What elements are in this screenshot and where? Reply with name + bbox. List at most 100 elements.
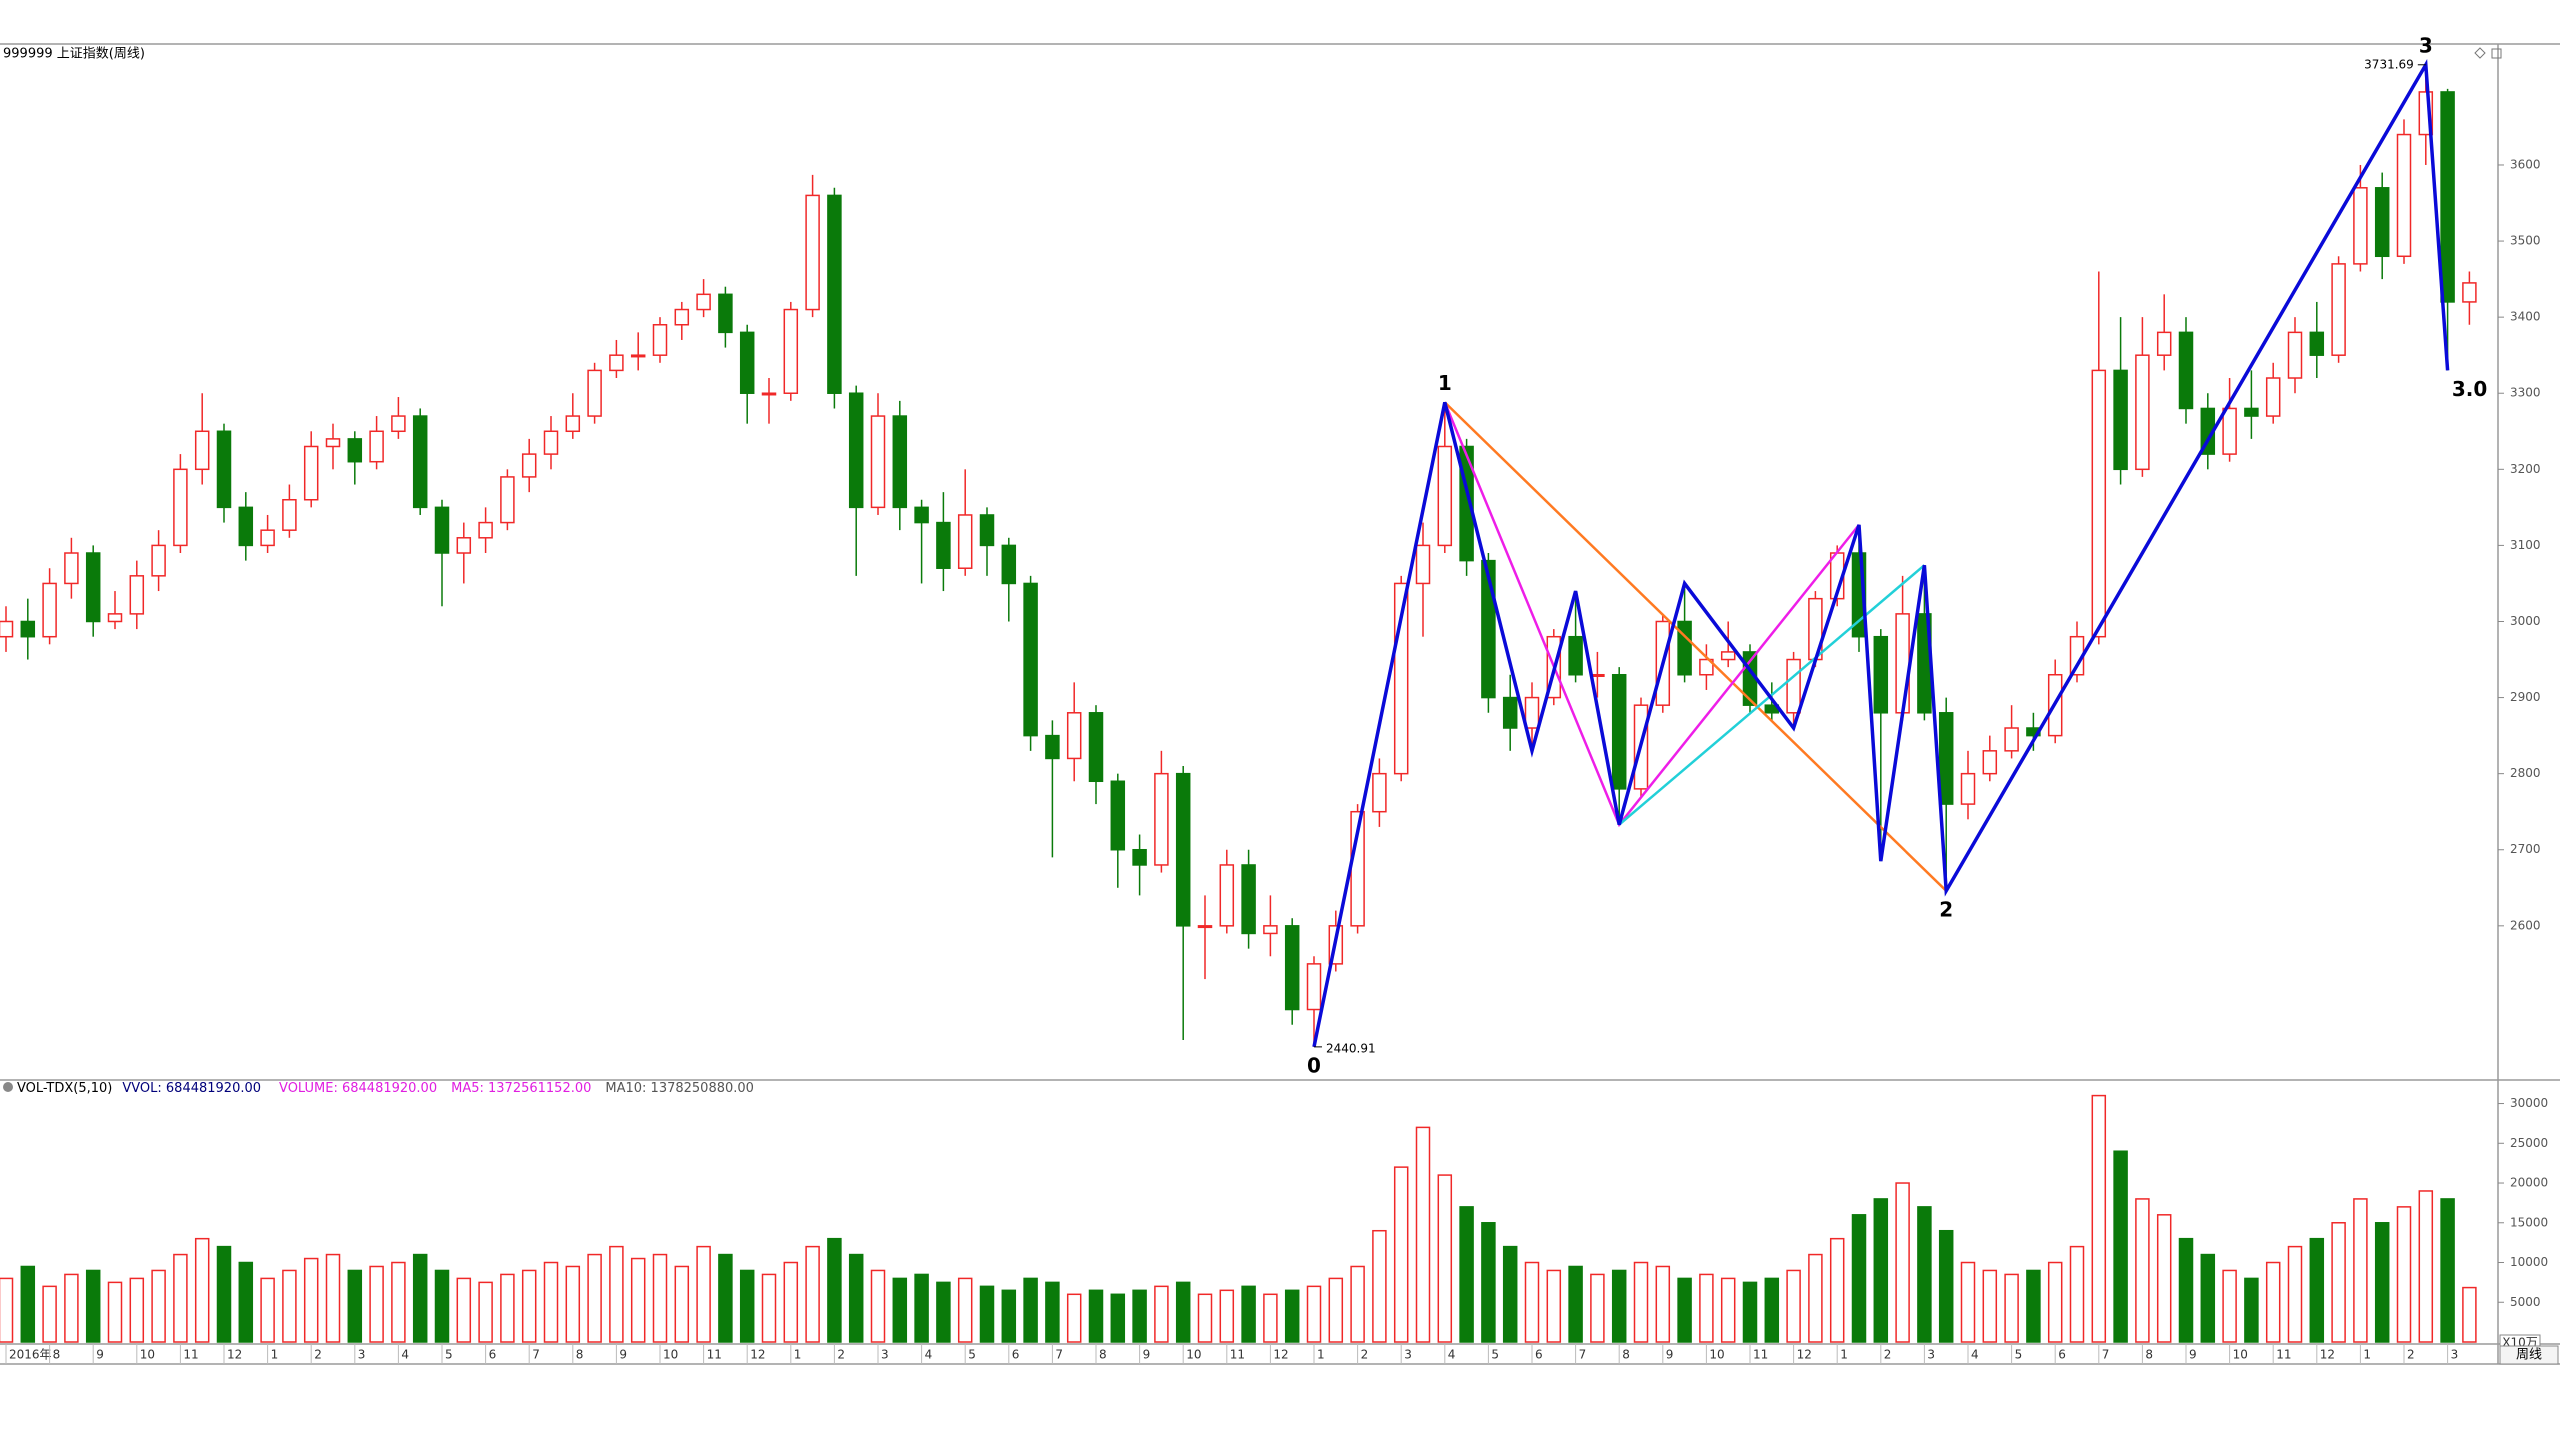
volume-bar: [1917, 1206, 1932, 1343]
volume-bar: [1154, 1285, 1169, 1343]
candle-body: [979, 514, 995, 547]
volume-bar: [1437, 1174, 1453, 1343]
y-tick-label: 2900: [2510, 690, 2541, 704]
candle-body: [848, 392, 864, 509]
volume-bar: [194, 1237, 210, 1343]
volume-bar: [1110, 1293, 1126, 1343]
y-tick-label: 3600: [2510, 157, 2541, 171]
candle-body: [674, 308, 690, 326]
candle-body: [2331, 263, 2346, 356]
x-tick-label: 1: [1840, 1348, 1848, 1362]
candle-body: [2265, 377, 2281, 417]
volume-bar: [1546, 1269, 1562, 1343]
volume-bar: [1938, 1229, 1954, 1343]
volume-bar: [914, 1273, 929, 1343]
candle-body: [2178, 331, 2194, 410]
candle-body: [609, 354, 624, 372]
volume-bar: [696, 1245, 711, 1343]
x-tick-label: 5: [968, 1348, 976, 1362]
candle-body: [1786, 658, 1801, 714]
x-tick-label: 10: [663, 1348, 678, 1362]
wave-label: 0: [1307, 1053, 1321, 1077]
x-tick-label: 12: [227, 1348, 242, 1362]
volume-bar: [1502, 1245, 1518, 1343]
volume-title: VOL-TDX(5,10): [17, 1081, 112, 1096]
x-tick-label: 1: [271, 1348, 279, 1362]
candle-body: [151, 544, 166, 577]
candle-body: [1284, 925, 1300, 1011]
volume-bar: [325, 1253, 341, 1343]
volume-bar: [173, 1253, 188, 1343]
candle-body: [1677, 620, 1692, 676]
candle-body: [1306, 963, 1322, 1011]
volume-bar: [2113, 1150, 2128, 1343]
wave-label: 3.0: [2452, 377, 2487, 401]
volume-bar: [1175, 1281, 1191, 1343]
x-tick-label: 6: [2058, 1348, 2066, 1362]
candle-body: [216, 430, 232, 509]
candle-body: [1982, 750, 1998, 775]
volume-bar: [1219, 1289, 1235, 1343]
candle-body: [1437, 445, 1453, 547]
candle-body: [805, 194, 820, 311]
volume-bar: [870, 1269, 886, 1343]
x-tick-label: 3: [1927, 1348, 1935, 1362]
candle-body: [1045, 734, 1060, 760]
volume-bar: [151, 1269, 166, 1343]
candle-body: [2113, 369, 2128, 471]
candle-body: [630, 354, 646, 358]
x-tick-label: 7: [2102, 1348, 2110, 1362]
candle-body: [64, 552, 79, 585]
x-tick-label: 7: [1579, 1348, 1587, 1362]
x-tick-label: 11: [1753, 1348, 1768, 1362]
volume-bar: [2418, 1190, 2434, 1343]
volume-bar: [1720, 1277, 1736, 1343]
volume-bar: [20, 1265, 36, 1343]
candle-body: [478, 521, 493, 539]
volume-bar: [456, 1277, 472, 1343]
volume-bar: [1393, 1166, 1409, 1343]
volume-bar: [2244, 1277, 2259, 1343]
candle-body: [1023, 582, 1038, 737]
candle-body: [543, 430, 559, 455]
volume-bar: [1045, 1281, 1060, 1343]
candle-body: [2135, 354, 2150, 471]
candle-body: [20, 620, 36, 638]
volume-bar: [1023, 1277, 1038, 1343]
x-tick-label: 1: [794, 1348, 802, 1362]
volume-bar: [2026, 1269, 2041, 1343]
candle-body: [1568, 635, 1583, 676]
x-tick-label: 4: [401, 1348, 409, 1362]
candle-body: [1088, 712, 1104, 783]
volume-bar: [892, 1277, 908, 1343]
volume-bar: [85, 1269, 101, 1343]
candle-body: [173, 468, 188, 547]
volume-bar: [1829, 1237, 1845, 1343]
y-tick-label: 10000: [2510, 1255, 2548, 1269]
candle-body: [565, 415, 581, 433]
volume-bar: [2396, 1206, 2412, 1343]
candle-body: [347, 438, 363, 463]
candle-body: [1895, 613, 1910, 714]
candle-body: [1154, 772, 1169, 866]
volume-bar: [1808, 1253, 1823, 1343]
volume-bar: [805, 1245, 820, 1343]
y-tick-label: 2600: [2510, 918, 2541, 932]
wave-label: 3: [2419, 33, 2433, 57]
candle-body: [2396, 133, 2412, 258]
volume-bar: [369, 1265, 384, 1343]
volume-bar: [434, 1269, 450, 1343]
x-tick-label: 3: [1404, 1348, 1412, 1362]
volume-bar: [1677, 1277, 1692, 1343]
x-tick-label: 8: [1622, 1348, 1630, 1362]
x-tick-label: 9: [1666, 1348, 1674, 1362]
volume-bar: [0, 1277, 14, 1343]
volume-bar: [1284, 1289, 1300, 1343]
wave-line: [1443, 401, 1948, 892]
volume-bar: [2287, 1245, 2303, 1343]
candle-body: [391, 415, 406, 433]
volume-icon: [3, 1082, 13, 1092]
x-tick-label: 8: [1099, 1348, 1107, 1362]
y-tick-label: 25000: [2510, 1136, 2548, 1150]
candle-body: [2440, 91, 2455, 303]
